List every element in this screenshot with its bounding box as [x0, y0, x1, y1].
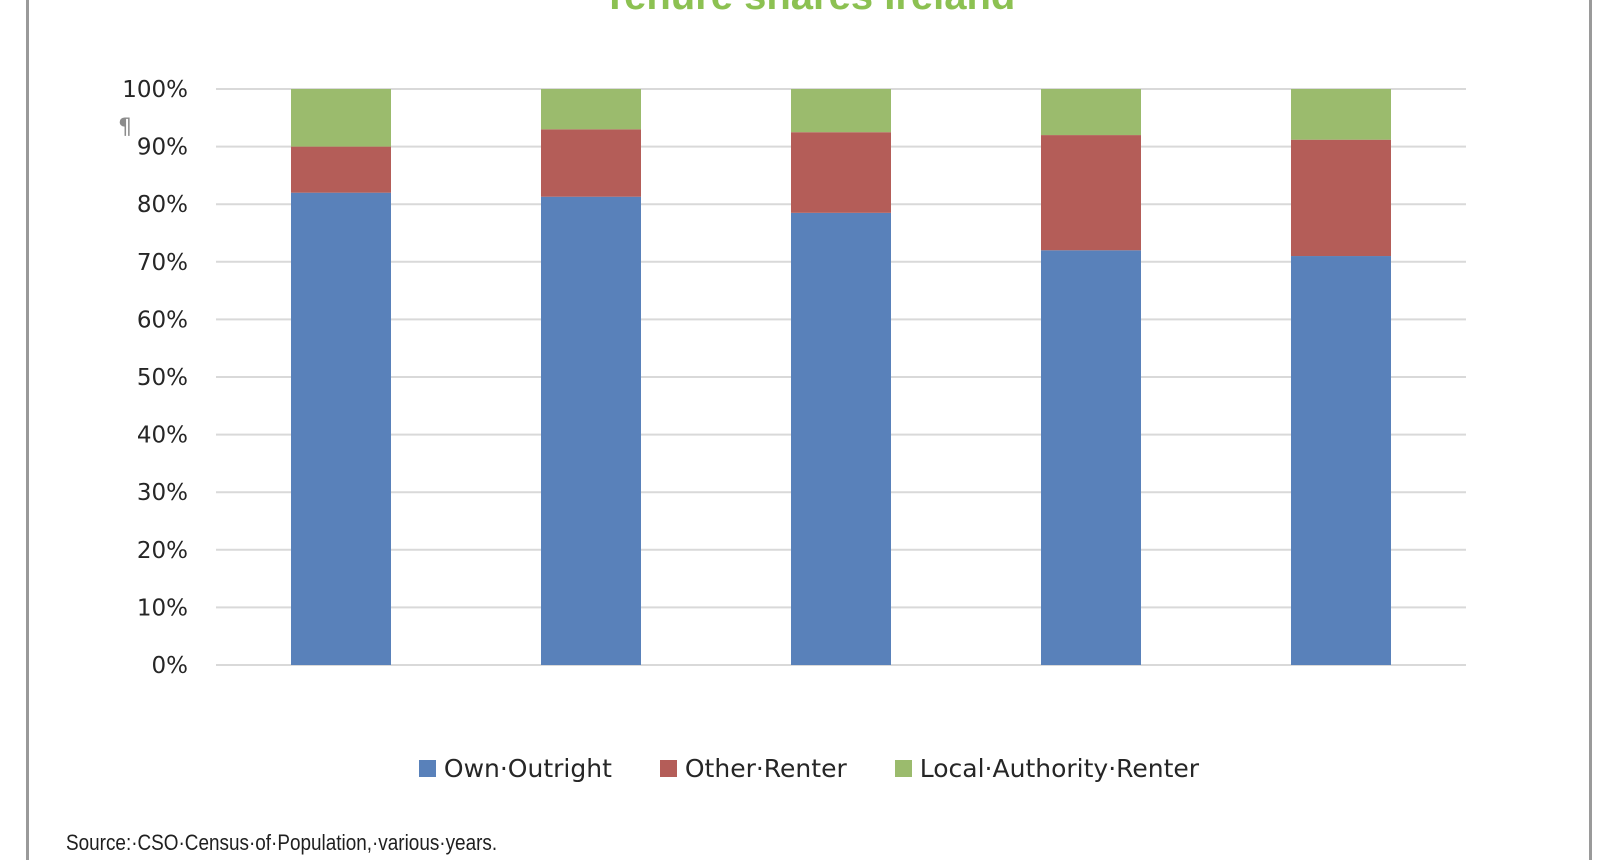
legend-swatch	[659, 760, 677, 777]
legend-label: Other·Renter	[684, 754, 847, 783]
y-tick-label: 50%	[137, 365, 188, 391]
bar-segment	[541, 89, 641, 130]
legend-swatch	[418, 760, 436, 777]
bar-segment	[1041, 135, 1141, 251]
bar-segment	[1291, 139, 1391, 257]
chart-title: Tenure shares Ireland	[0, 0, 1618, 19]
legend-item: Other·Renter	[659, 754, 847, 783]
source-note: Source:·CSO·Census·of·Population,·variou…	[66, 830, 498, 855]
y-tick-label: 30%	[137, 480, 188, 506]
bar-segment	[791, 89, 891, 133]
y-tick-label: 90%	[137, 135, 188, 161]
bar-segment	[1041, 89, 1141, 136]
y-tick-label: 80%	[137, 192, 188, 218]
y-tick-label: 0%	[152, 653, 189, 679]
bar-segment	[1291, 89, 1391, 140]
bar-segment	[1041, 250, 1141, 665]
bars	[291, 89, 1391, 665]
bar-segment	[791, 132, 891, 213]
legend-label: Own·Outright	[443, 754, 612, 783]
y-tick-label: 40%	[137, 423, 188, 449]
legend-swatch	[894, 760, 912, 777]
bar-segment	[291, 89, 391, 147]
y-tick-label: 100%	[122, 77, 188, 103]
left-frame-border	[26, 0, 29, 860]
pilcrow-mark: ¶	[118, 115, 132, 140]
y-axis-ticks: 0% 10% 20% 30% 40% 50% 60% 70% 80% 90% 100%	[122, 77, 188, 679]
bar-segment	[541, 129, 641, 197]
y-tick-label: 20%	[137, 538, 188, 564]
bar-segment	[291, 146, 391, 193]
right-frame-border	[1589, 0, 1592, 860]
chart-legend: Own·Outright Other·Renter Local·Authority·…	[0, 754, 1618, 783]
bar-segment	[791, 212, 891, 665]
legend-item: Local·Authority·Renter	[894, 754, 1200, 783]
bar-segment	[291, 192, 391, 665]
y-tick-label: 60%	[137, 307, 188, 333]
bar-segment	[541, 196, 641, 665]
y-tick-label: 10%	[137, 595, 188, 621]
y-tick-label: 70%	[137, 250, 188, 276]
legend-label: Local·Authority·Renter	[919, 754, 1200, 783]
bar-segment	[1291, 256, 1391, 665]
legend-item: Own·Outright	[418, 754, 612, 783]
